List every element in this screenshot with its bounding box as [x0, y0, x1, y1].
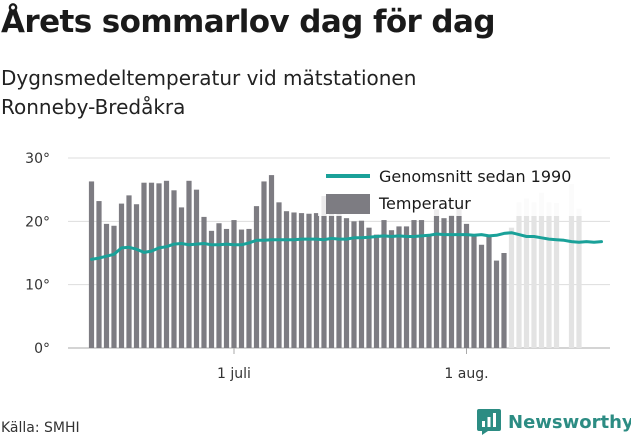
- axes: 0° 10° 20° 30° 1 juli 1 aug.: [25, 151, 488, 382]
- bar-series: [88, 175, 582, 348]
- temperature-bar: [283, 211, 290, 348]
- temperature-bar: [268, 175, 275, 348]
- temperature-bar: [456, 208, 462, 348]
- chart-title: Årets sommarlov dag för dag: [1, 4, 496, 40]
- temperature-bar: [426, 234, 432, 348]
- temperature-bar: [208, 230, 215, 348]
- temperature-bar: [403, 226, 410, 348]
- y-tick-label: 0°: [34, 341, 50, 357]
- average-line: [90, 231, 603, 261]
- temperature-bar: [133, 204, 140, 348]
- temperature-bar: [343, 218, 350, 348]
- legend: Genomsnitt sedan 1990 Temperatur: [318, 160, 598, 216]
- temperature-bar: [478, 244, 485, 348]
- temperature-bar: [186, 180, 192, 348]
- brand-logo[interactable]: Newsworthy: [476, 408, 631, 436]
- temperature-bar: [553, 202, 560, 348]
- temperature-bar: [223, 228, 230, 348]
- temperature-bar: [366, 227, 372, 348]
- temperature-bar: [501, 253, 507, 348]
- temperature-bar: [351, 221, 357, 348]
- temperature-bar: [576, 208, 582, 348]
- temperature-bar: [171, 190, 177, 348]
- temperature-bar: [396, 226, 402, 348]
- temperature-bar: [111, 225, 117, 348]
- temperature-bar: [411, 220, 417, 348]
- temperature-bar: [418, 220, 425, 348]
- temperature-bar: [148, 182, 155, 348]
- temperature-bar: [321, 196, 327, 348]
- temperature-bar: [381, 220, 387, 348]
- temperature-bar: [238, 229, 245, 348]
- temperature-bar: [448, 215, 455, 348]
- temperature-bar: [388, 230, 395, 348]
- temperature-bar: [118, 203, 125, 348]
- temperature-bar: [156, 183, 162, 348]
- legend-label-temperature: Temperatur: [378, 194, 471, 213]
- temperature-bar: [261, 181, 267, 348]
- temperature-bar: [163, 180, 170, 348]
- temperature-bar: [433, 209, 440, 348]
- temperature-bar: [493, 260, 500, 348]
- temperature-bar: [141, 182, 147, 348]
- temperature-bar: [193, 189, 200, 348]
- average-line-series: [90, 231, 603, 261]
- y-tick-label: 30°: [25, 151, 50, 167]
- temperature-bar: [508, 227, 515, 348]
- temperature-bar: [306, 213, 312, 348]
- temperature-bar: [463, 223, 470, 348]
- x-tick-label: 1 juli: [217, 366, 251, 382]
- temperature-bar: [471, 234, 477, 348]
- y-tick-label: 10°: [25, 278, 50, 294]
- y-tick-label: 20°: [25, 214, 50, 230]
- temperature-bar: [568, 183, 575, 348]
- temperature-bar: [373, 234, 380, 348]
- temperature-bar: [231, 220, 237, 348]
- x-tick-label: 1 aug.: [444, 366, 488, 382]
- temperature-bar: [441, 218, 447, 348]
- temperature-bar: [216, 223, 222, 348]
- legend-label-average: Genomsnitt sedan 1990: [379, 167, 571, 186]
- temperature-bar: [531, 202, 537, 348]
- chart-subtitle: Dygnsmedeltemperatur vid mätstationen Ro…: [1, 66, 417, 119]
- temperature-bar: [201, 216, 207, 348]
- temperature-bar: [291, 212, 297, 348]
- temperature-bar: [246, 228, 252, 348]
- temperature-bar: [276, 202, 282, 348]
- legend-bar-swatch: [326, 194, 370, 214]
- newsworthy-logo-icon: [477, 409, 501, 435]
- temperature-bar: [313, 213, 320, 348]
- temperature-bar: [538, 192, 545, 348]
- temperature-bar: [523, 198, 530, 348]
- temperature-bar: [88, 181, 95, 348]
- temperature-bar: [298, 213, 305, 348]
- source-note: Källa: SMHI: [1, 420, 80, 436]
- temperature-bar: [486, 236, 492, 348]
- temperature-bar: [96, 201, 102, 348]
- brand-name: Newsworthy: [508, 411, 631, 433]
- temperature-bar: [546, 202, 552, 348]
- temperature-bar: [126, 195, 132, 348]
- temperature-bar: [516, 202, 522, 348]
- temperature-bar: [178, 207, 185, 348]
- temperature-bar: [358, 220, 365, 348]
- temperature-bar: [103, 223, 110, 348]
- temperature-bar: [336, 213, 342, 348]
- temperature-bar: [253, 206, 260, 348]
- temperature-bar: [328, 202, 335, 348]
